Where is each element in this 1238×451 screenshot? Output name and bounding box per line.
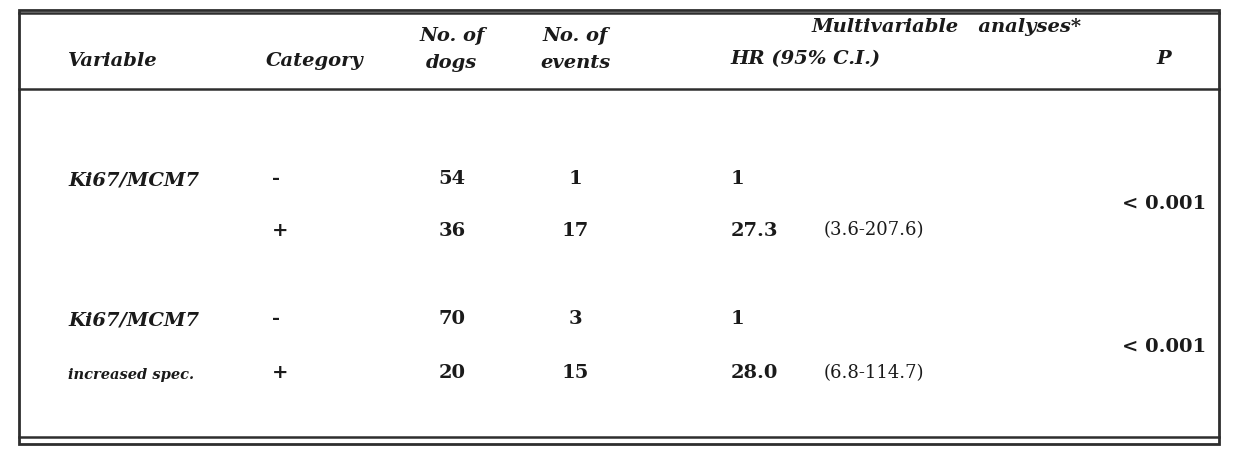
Text: events: events: [541, 54, 610, 72]
Text: Ki67/MCM7: Ki67/MCM7: [68, 311, 199, 329]
Text: 17: 17: [562, 221, 589, 239]
Text: -: -: [272, 169, 280, 187]
Text: +: +: [272, 221, 288, 239]
Text: 28.0: 28.0: [730, 363, 777, 381]
Text: HR (95% C.I.): HR (95% C.I.): [730, 50, 880, 68]
Text: 1: 1: [730, 309, 744, 327]
Text: P: P: [1156, 50, 1171, 68]
Text: No. of: No. of: [543, 27, 608, 45]
Text: increased spec.: increased spec.: [68, 368, 194, 381]
Text: 3: 3: [568, 309, 583, 327]
Text: Variable: Variable: [68, 52, 157, 70]
Text: 70: 70: [438, 309, 465, 327]
Text: (3.6-207.6): (3.6-207.6): [823, 221, 924, 239]
Text: (6.8-114.7): (6.8-114.7): [823, 363, 924, 381]
Text: +: +: [272, 363, 288, 381]
Text: -: -: [272, 309, 280, 327]
Text: 36: 36: [438, 221, 465, 239]
Text: 27.3: 27.3: [730, 221, 777, 239]
Text: Multivariable   analyses*: Multivariable analyses*: [812, 18, 1082, 36]
Text: Ki67/MCM7: Ki67/MCM7: [68, 171, 199, 189]
Text: 1: 1: [730, 169, 744, 187]
Text: No. of: No. of: [420, 27, 484, 45]
Text: dogs: dogs: [426, 54, 478, 72]
Text: < 0.001: < 0.001: [1122, 337, 1206, 355]
Text: 1: 1: [568, 169, 583, 187]
Text: Category: Category: [266, 52, 364, 70]
Text: 15: 15: [562, 363, 589, 381]
Text: 20: 20: [438, 363, 465, 381]
Text: 54: 54: [438, 169, 465, 187]
Text: < 0.001: < 0.001: [1122, 195, 1206, 213]
